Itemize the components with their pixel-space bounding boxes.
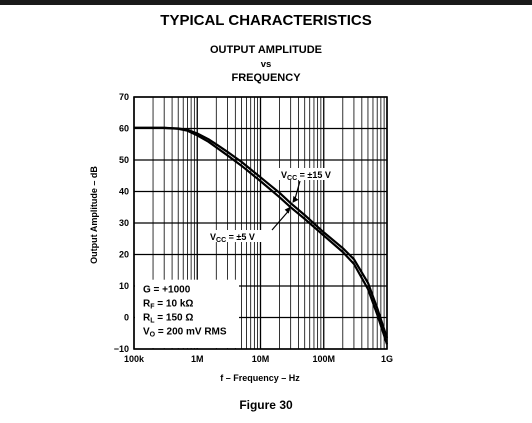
y-tick-label: −10 <box>114 344 129 354</box>
y-tick-label: 20 <box>119 250 129 260</box>
y-axis-label: Output Amplitude – dB <box>89 166 99 264</box>
x-axis-label: f – Frequency – Hz <box>220 373 300 383</box>
chart-title-line2: vs <box>260 59 272 70</box>
x-tick-label: 100M <box>312 354 335 364</box>
page-header: TYPICAL CHARACTERISTICS <box>160 12 372 29</box>
series-layer: VCC = ±15 V VCC = ±5 V <box>134 126 389 345</box>
condition-text: RL = 150 Ω <box>143 313 193 325</box>
arrow-head <box>284 206 291 214</box>
x-tick-label: 10M <box>252 354 270 364</box>
y-tick-label: 30 <box>119 218 129 228</box>
series-label-vcc-5v: VCC = ±5 V <box>210 232 255 244</box>
series-line-vcc-5v <box>134 126 389 345</box>
x-tick-label: 1G <box>381 354 393 364</box>
series-label-vcc-15v: VCC = ±15 V <box>281 170 331 182</box>
figure-caption: Figure 30 <box>239 398 293 412</box>
y-tick-label: 60 <box>119 124 129 134</box>
annotation-arrow <box>271 209 291 231</box>
conditions-box-bg <box>135 279 239 348</box>
x-tick-label: 1M <box>191 354 204 364</box>
condition-text: G = +1000 <box>143 285 191 296</box>
condition-text: VO = 200 mV RMS <box>143 327 227 339</box>
annotation-bg <box>207 230 271 242</box>
annotation-bg <box>278 168 342 180</box>
y-tick-label: 50 <box>119 155 129 165</box>
y-tick-label: 10 <box>119 281 129 291</box>
x-tick-label: 100k <box>124 354 145 364</box>
conditions-box: G = +1000 RF = 10 kΩ RL = 150 Ω VO = 200 mV… <box>135 279 239 348</box>
chart-title-line1: OUTPUT AMPLITUDE <box>209 44 323 56</box>
y-tick-label: 70 <box>119 92 129 102</box>
arrow-head <box>292 195 299 203</box>
y-tick-label: 40 <box>119 187 129 197</box>
chart-title-line3: FREQUENCY <box>231 72 301 84</box>
condition-text: RF = 10 kΩ <box>143 299 193 311</box>
y-tick-label: 0 <box>124 313 129 323</box>
tick-labels: −10 0 10 20 30 40 50 60 70 100k 1M 10M 100M 1G <box>114 92 393 364</box>
top-rule <box>0 0 532 5</box>
plot-frame <box>133 96 388 350</box>
